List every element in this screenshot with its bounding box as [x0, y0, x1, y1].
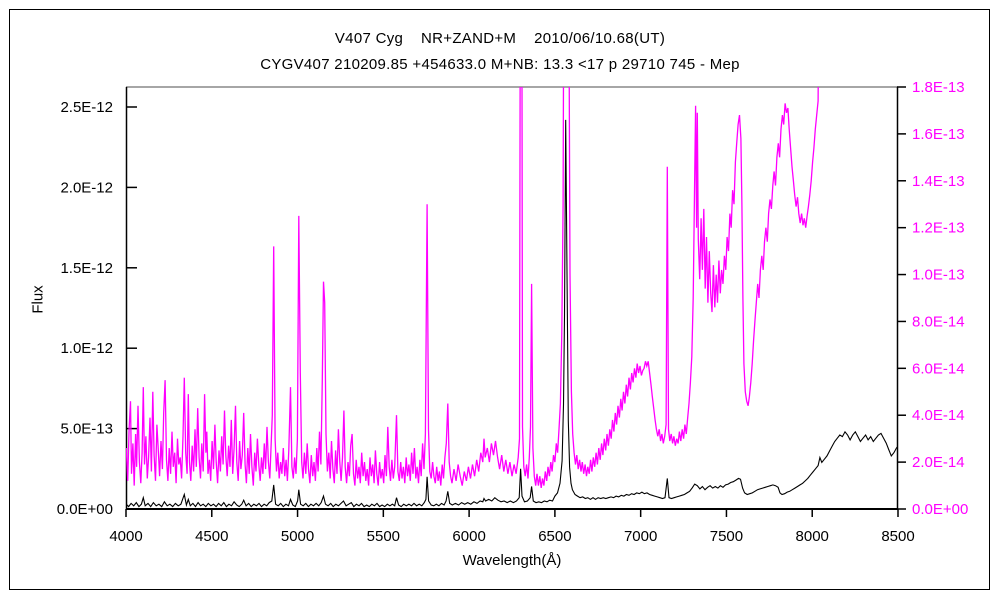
x-tick-label: 4000	[109, 528, 142, 545]
y-left-tick-label: 5.0E-13	[60, 421, 113, 438]
y-right-tick-label: 1.6E-13	[912, 126, 965, 143]
y-right-tick-label: 1.0E-13	[912, 267, 965, 284]
canvas-border	[9, 9, 990, 590]
y-left-tick-label: 1.0E-12	[60, 340, 113, 357]
x-tick-label: 8500	[881, 528, 914, 545]
y-left-tick-label: 1.5E-12	[60, 260, 113, 277]
y-right-tick-label: 0.0E+00	[912, 501, 968, 518]
x-tick-label: 5500	[367, 528, 400, 545]
y-left-tick-label: 2.0E-12	[60, 179, 113, 196]
y-right-tick-label: 1.8E-13	[912, 79, 965, 96]
y-right-tick-label: 2.0E-14	[912, 454, 965, 471]
x-tick-label: 6000	[452, 528, 485, 545]
x-tick-label: 7000	[624, 528, 657, 545]
black-spectrum-left-axis-trace	[126, 119, 898, 508]
x-tick-label: 7500	[710, 528, 743, 545]
y-right-tick-label: 1.2E-13	[912, 220, 965, 237]
generated-chart-content: 4000 4500 5000 5500 6000 6500 7000 7500 8000 8500…	[57, 79, 969, 545]
x-tick-label: 5000	[281, 528, 314, 545]
y-left-tick-label: 0.0E+00	[57, 501, 113, 518]
x-tick-label: 4500	[195, 528, 228, 545]
x-axis-label-wavelength: Wavelength(Å)	[462, 552, 562, 569]
x-tick-label: 8000	[796, 528, 829, 545]
y-right-tick-label: 4.0E-14	[912, 407, 965, 424]
y-left-tick-label: 2.5E-12	[60, 99, 113, 116]
y-right-tick-label: 6.0E-14	[912, 360, 965, 377]
chart-subtitle: CYGV407 210209.85 +454633.0 M+NB: 13.3 <…	[260, 56, 740, 73]
chart-title: V407 Cyg NR+ZAND+M 2010/06/10.68(UT)	[334, 30, 666, 47]
y-right-tick-label: 8.0E-14	[912, 313, 965, 330]
x-tick-label: 6500	[538, 528, 571, 545]
magenta-spectrum-right-axis-trace	[126, 87, 819, 488]
y-right-tick-label: 1.4E-13	[912, 173, 965, 190]
